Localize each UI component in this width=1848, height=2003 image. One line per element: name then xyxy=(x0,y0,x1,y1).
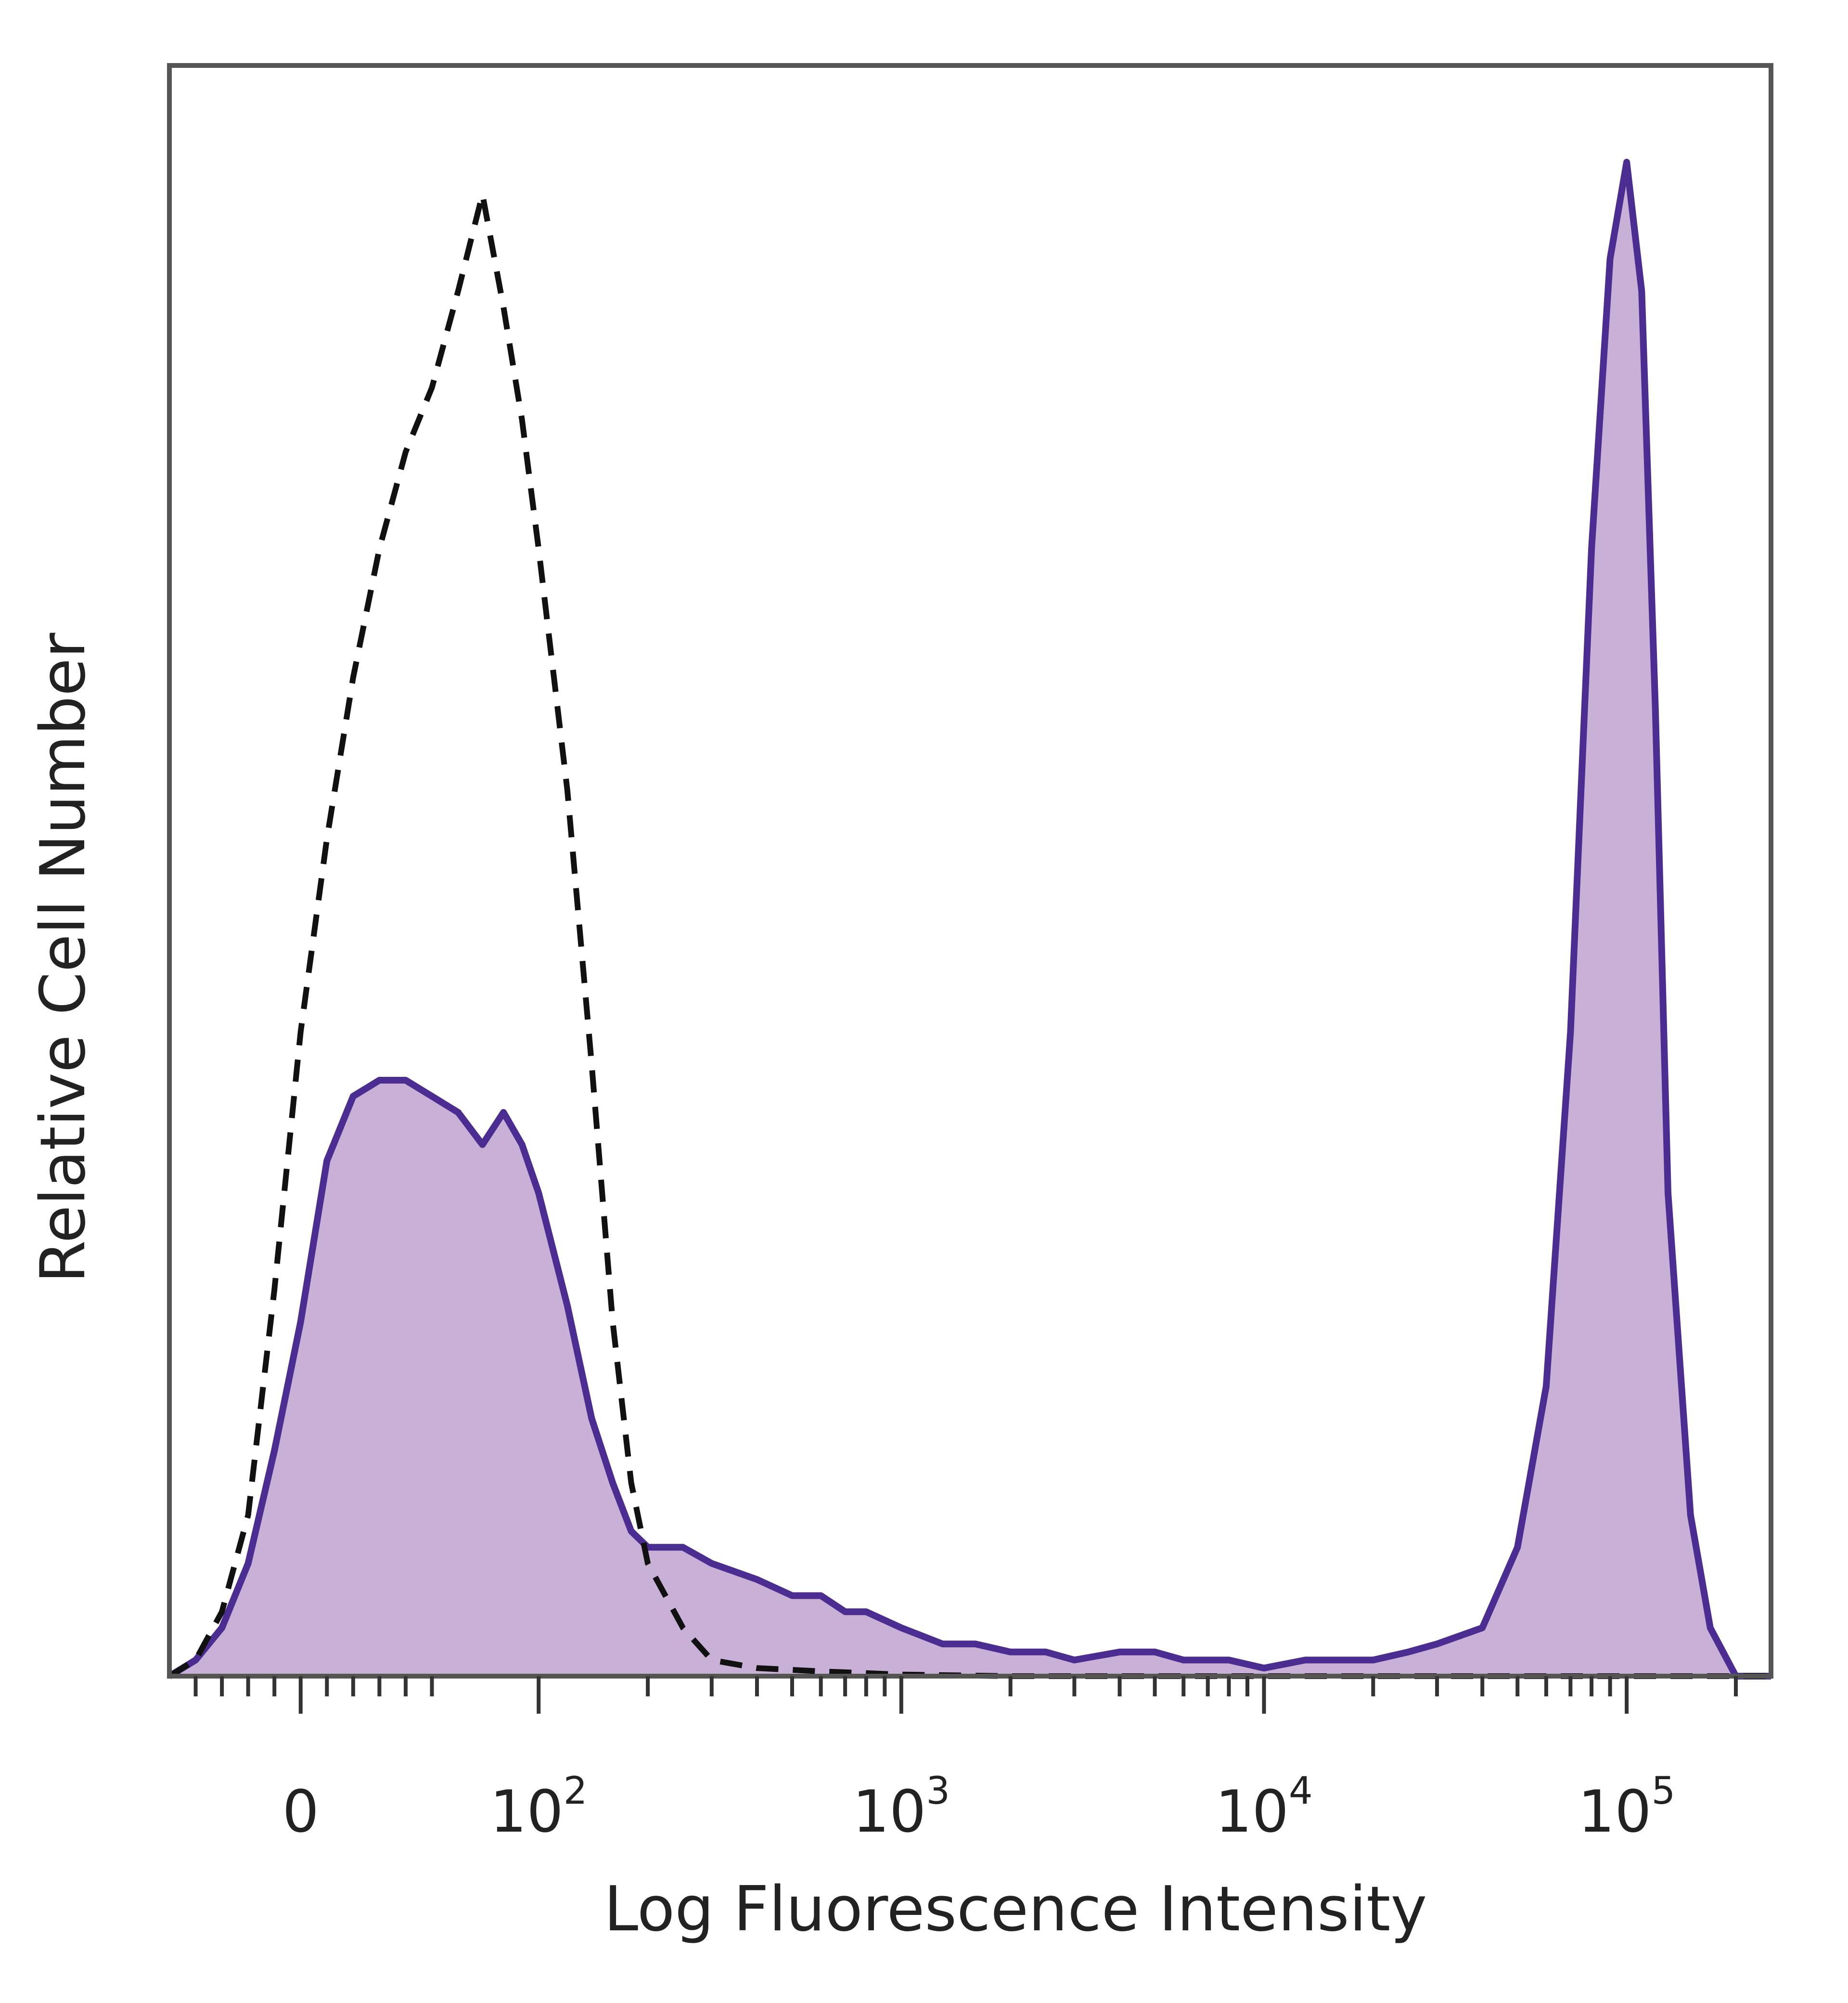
x-tick-label-base: 10 xyxy=(1578,1779,1652,1846)
x-tick-label-base: 10 xyxy=(853,1779,926,1846)
series-0-line xyxy=(167,158,1771,1680)
x-tick-label-exponent: 4 xyxy=(1289,1770,1313,1813)
y-axis-label: Relative Cell Number xyxy=(27,633,99,1283)
series-0-area xyxy=(169,162,1771,1676)
plot-layer xyxy=(167,158,1771,1680)
x-tick-label: 104 xyxy=(1215,1770,1312,1846)
plot-frame xyxy=(167,63,1773,1679)
x-tick-label: 103 xyxy=(853,1770,950,1846)
x-tick-label-exponent: 3 xyxy=(926,1770,950,1813)
x-ticks xyxy=(193,1676,1738,1714)
x-axis-label: Log Fluorescence Intensity xyxy=(604,1874,1427,1945)
x-tick-label: 102 xyxy=(490,1770,587,1846)
x-tick-label-base: 10 xyxy=(1215,1779,1289,1846)
x-tick-label-base: 10 xyxy=(490,1779,564,1846)
x-tick-label-base: 0 xyxy=(282,1779,319,1846)
x-tick-labels: 0 102 103 104 105 xyxy=(282,1770,1676,1846)
x-tick-label-exponent: 5 xyxy=(1652,1770,1676,1813)
x-tick-label-exponent: 2 xyxy=(564,1770,588,1813)
x-tick-label: 0 xyxy=(282,1779,319,1846)
x-tick-label: 105 xyxy=(1578,1770,1675,1846)
